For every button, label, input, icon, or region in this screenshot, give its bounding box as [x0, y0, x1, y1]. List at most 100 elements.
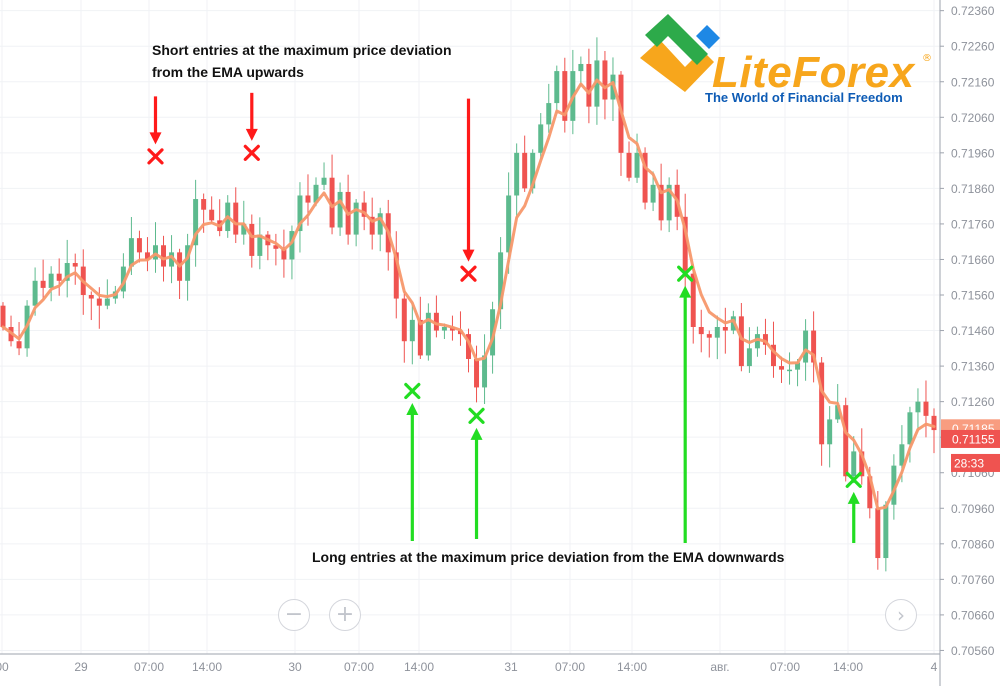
candle-body: [56, 273, 62, 281]
candle-body: [875, 508, 881, 559]
candle-body: [466, 334, 471, 359]
liteforex-logo: LiteForex ® The World of Financial Freed…: [640, 14, 932, 105]
candle-body: [746, 348, 752, 367]
long-entry-marker: [468, 407, 485, 424]
x-tick-label: 14:00: [192, 660, 222, 674]
y-tick-label: 0.72060: [951, 111, 995, 125]
countdown-text: 28:33: [954, 456, 984, 470]
candle-body: [602, 60, 608, 100]
countdown-box: [951, 453, 1000, 472]
short-entry-marker: [243, 144, 260, 161]
candle-body: [666, 184, 672, 221]
candle-body: [369, 216, 375, 235]
candle-body: [257, 234, 263, 256]
candle-body: [249, 223, 255, 256]
candle-body: [128, 238, 134, 267]
candle-body: [393, 252, 399, 299]
long-entry-arrow-head: [406, 402, 419, 415]
candle-body: [321, 177, 327, 185]
zoom-in-button[interactable]: +: [329, 599, 361, 631]
y-tick-label: 0.72260: [951, 40, 995, 54]
candle-body: [891, 465, 897, 505]
long-entry-arrow-head: [470, 427, 483, 440]
candle-body: [161, 245, 167, 267]
x-tick-label: 00: [0, 660, 9, 674]
candle-body: [313, 184, 319, 203]
short-entry-arrow-head: [149, 132, 162, 145]
logo-tagline: The World of Financial Freedom: [705, 90, 903, 105]
candle-body: [281, 248, 287, 260]
candle-body: [305, 195, 311, 203]
candle-body: [185, 245, 191, 281]
candle-body: [64, 263, 70, 281]
candle-body: [915, 401, 921, 413]
y-tick-label: 0.71960: [951, 146, 995, 160]
candle-body: [754, 334, 760, 349]
short-annotation-line1: Short entries at the maximum price devia…: [152, 42, 452, 58]
candle-body: [498, 252, 504, 310]
candle-body: [538, 124, 544, 153]
x-tick-label: 07:00: [770, 660, 800, 674]
candle-body: [835, 405, 841, 420]
candle-body: [16, 341, 22, 349]
y-tick-label: 0.70560: [951, 644, 995, 658]
candle-body: [931, 415, 937, 431]
x-tick-label: 4: [931, 660, 938, 674]
candle-body: [441, 327, 447, 331]
candle-body: [329, 177, 335, 228]
candle-body: [867, 476, 873, 509]
candle-body: [201, 199, 207, 210]
x-tick-label: авг.: [710, 660, 729, 674]
x-tick-label: 14:00: [617, 660, 647, 674]
price-label-text: 0.71155: [952, 432, 995, 446]
candle-body: [514, 152, 520, 196]
candle-body: [546, 103, 552, 125]
entry-markers: [147, 92, 862, 543]
candle-body: [658, 184, 664, 221]
logo-emblem-blue: [696, 25, 720, 49]
long-entry-marker: [677, 265, 694, 282]
candle-body: [48, 273, 54, 288]
candle-body: [682, 216, 688, 274]
candle-body: [738, 316, 744, 367]
zoom-out-button[interactable]: −: [278, 599, 310, 631]
candle-body: [594, 60, 600, 107]
candle-body: [40, 280, 46, 288]
candle-body: [433, 312, 439, 331]
candle-body: [0, 305, 6, 327]
candle-body: [851, 451, 857, 477]
candle-body: [289, 231, 295, 260]
x-tick-label: 07:00: [555, 660, 585, 674]
candle-body: [88, 295, 94, 299]
candle-body: [722, 327, 728, 331]
y-tick-label: 0.70760: [951, 573, 995, 587]
scroll-right-button[interactable]: ›: [885, 599, 917, 631]
candle-body: [32, 280, 38, 306]
candle-body: [578, 63, 584, 72]
candle-body: [193, 199, 199, 246]
x-tick-label: 31: [504, 660, 518, 674]
candle-body: [241, 223, 247, 235]
candle-body: [779, 366, 784, 370]
y-tick-label: 0.71560: [951, 289, 995, 303]
logo-emblem-green: [645, 14, 708, 65]
candle-body: [144, 252, 150, 260]
logo-registered-mark: ®: [922, 53, 932, 64]
candle-body: [153, 245, 158, 260]
candle-body: [843, 405, 849, 477]
candle-body: [795, 362, 801, 370]
candle-body: [353, 202, 359, 235]
y-tick-label: 0.71360: [951, 360, 995, 374]
short-entry-arrow-head: [245, 128, 258, 141]
x-tick-label: 07:00: [134, 660, 164, 674]
candle-body: [377, 213, 383, 235]
candle-body: [337, 191, 343, 228]
y-tick-label: 0.72360: [951, 4, 995, 18]
candle-body: [634, 152, 640, 178]
candle-body: [136, 238, 142, 253]
candle-body: [417, 319, 423, 356]
y-tick-label: 0.70860: [951, 537, 995, 551]
candle-body: [770, 344, 776, 367]
